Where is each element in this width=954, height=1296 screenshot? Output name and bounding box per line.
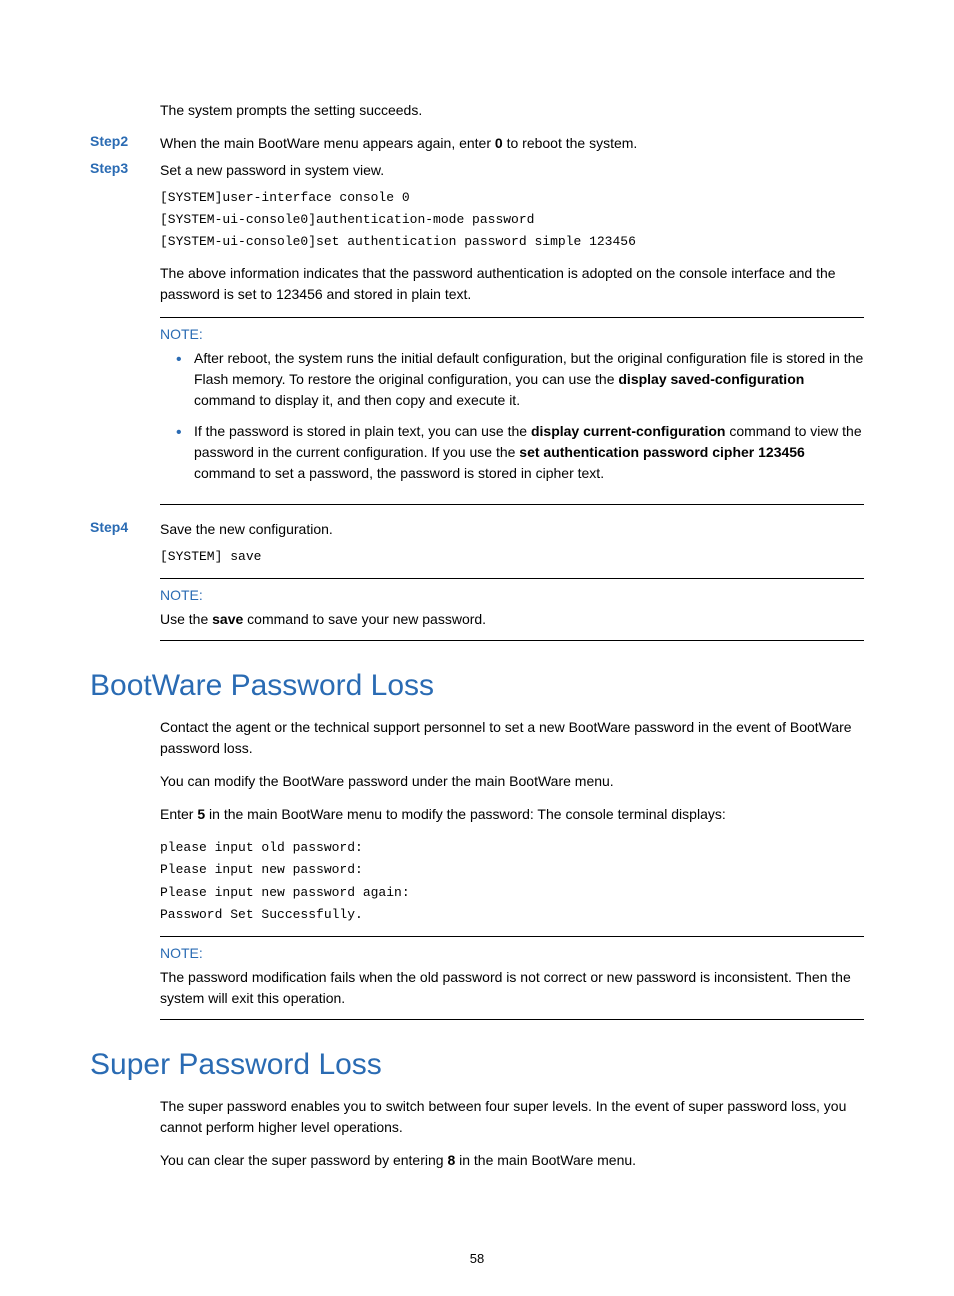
step3-body: Set a new password in system view. <box>160 160 864 181</box>
note1-label: NOTE: <box>160 326 864 342</box>
note1: NOTE: After reboot, the system runs the … <box>160 317 864 505</box>
step3-label: Step3 <box>90 160 160 176</box>
intro-text: The system prompts the setting succeeds. <box>160 100 864 121</box>
section-sp-p1: The super password enables you to switch… <box>160 1096 864 1138</box>
note1-list: After reboot, the system runs the initia… <box>160 348 864 484</box>
note1-item1: After reboot, the system runs the initia… <box>180 348 864 411</box>
step3-after-code: The above information indicates that the… <box>160 263 864 305</box>
step4-label: Step4 <box>90 519 160 535</box>
section-sp-p2-after: in the main BootWare menu. <box>455 1152 636 1168</box>
section-bw-p3-after: in the main BootWare menu to modify the … <box>205 806 726 822</box>
note2-bold: save <box>212 611 243 627</box>
section-super-title: Super Password Loss <box>90 1048 864 1082</box>
step2-text-before: When the main BootWare menu appears agai… <box>160 135 495 151</box>
step2-label: Step2 <box>90 133 160 149</box>
step2-text-after: to reboot the system. <box>503 135 638 151</box>
step2-body: When the main BootWare menu appears agai… <box>160 133 864 154</box>
note1-item2-before: If the password is stored in plain text,… <box>194 423 531 439</box>
note1-item2-bold2: set authentication password cipher 12345… <box>519 444 805 460</box>
page-number: 58 <box>0 1251 954 1266</box>
step2-row: Step2 When the main BootWare menu appear… <box>90 133 864 154</box>
step4-code: [SYSTEM] save <box>160 546 864 568</box>
section-bw-p3-bold: 5 <box>197 806 205 822</box>
step3-code: [SYSTEM]user-interface console 0 [SYSTEM… <box>160 187 864 253</box>
step4-body: Save the new configuration. <box>160 519 864 540</box>
note1-item1-after: command to display it, and then copy and… <box>194 392 520 408</box>
note3: NOTE: The password modification fails wh… <box>160 936 864 1020</box>
section-bw-p3: Enter 5 in the main BootWare menu to mod… <box>160 804 864 825</box>
note2-text-after: command to save your new password. <box>243 611 486 627</box>
section-bootware-title: BootWare Password Loss <box>90 669 864 703</box>
note1-item2-after: command to set a password, the password … <box>194 465 604 481</box>
section-sp-p2-before: You can clear the super password by ente… <box>160 1152 447 1168</box>
note1-item1-bold: display saved-configuration <box>618 371 804 387</box>
page: The system prompts the setting succeeds.… <box>0 0 954 1296</box>
note1-item2-bold1: display current-configuration <box>531 423 725 439</box>
note3-label: NOTE: <box>160 945 864 961</box>
note2-body: Use the save command to save your new pa… <box>160 609 864 630</box>
note2: NOTE: Use the save command to save your … <box>160 578 864 641</box>
step3-row: Step3 Set a new password in system view. <box>90 160 864 181</box>
section-bw-p3-before: Enter <box>160 806 197 822</box>
note3-body: The password modification fails when the… <box>160 967 864 1009</box>
step4-row: Step4 Save the new configuration. <box>90 519 864 540</box>
section-bw-p2: You can modify the BootWare password und… <box>160 771 864 792</box>
section-bw-code: please input old password: Please input … <box>160 837 864 925</box>
section-bw-p1: Contact the agent or the technical suppo… <box>160 717 864 759</box>
note1-item2: If the password is stored in plain text,… <box>180 421 864 484</box>
step2-bold: 0 <box>495 135 503 151</box>
note2-text-before: Use the <box>160 611 212 627</box>
section-sp-p2: You can clear the super password by ente… <box>160 1150 864 1171</box>
note2-label: NOTE: <box>160 587 864 603</box>
